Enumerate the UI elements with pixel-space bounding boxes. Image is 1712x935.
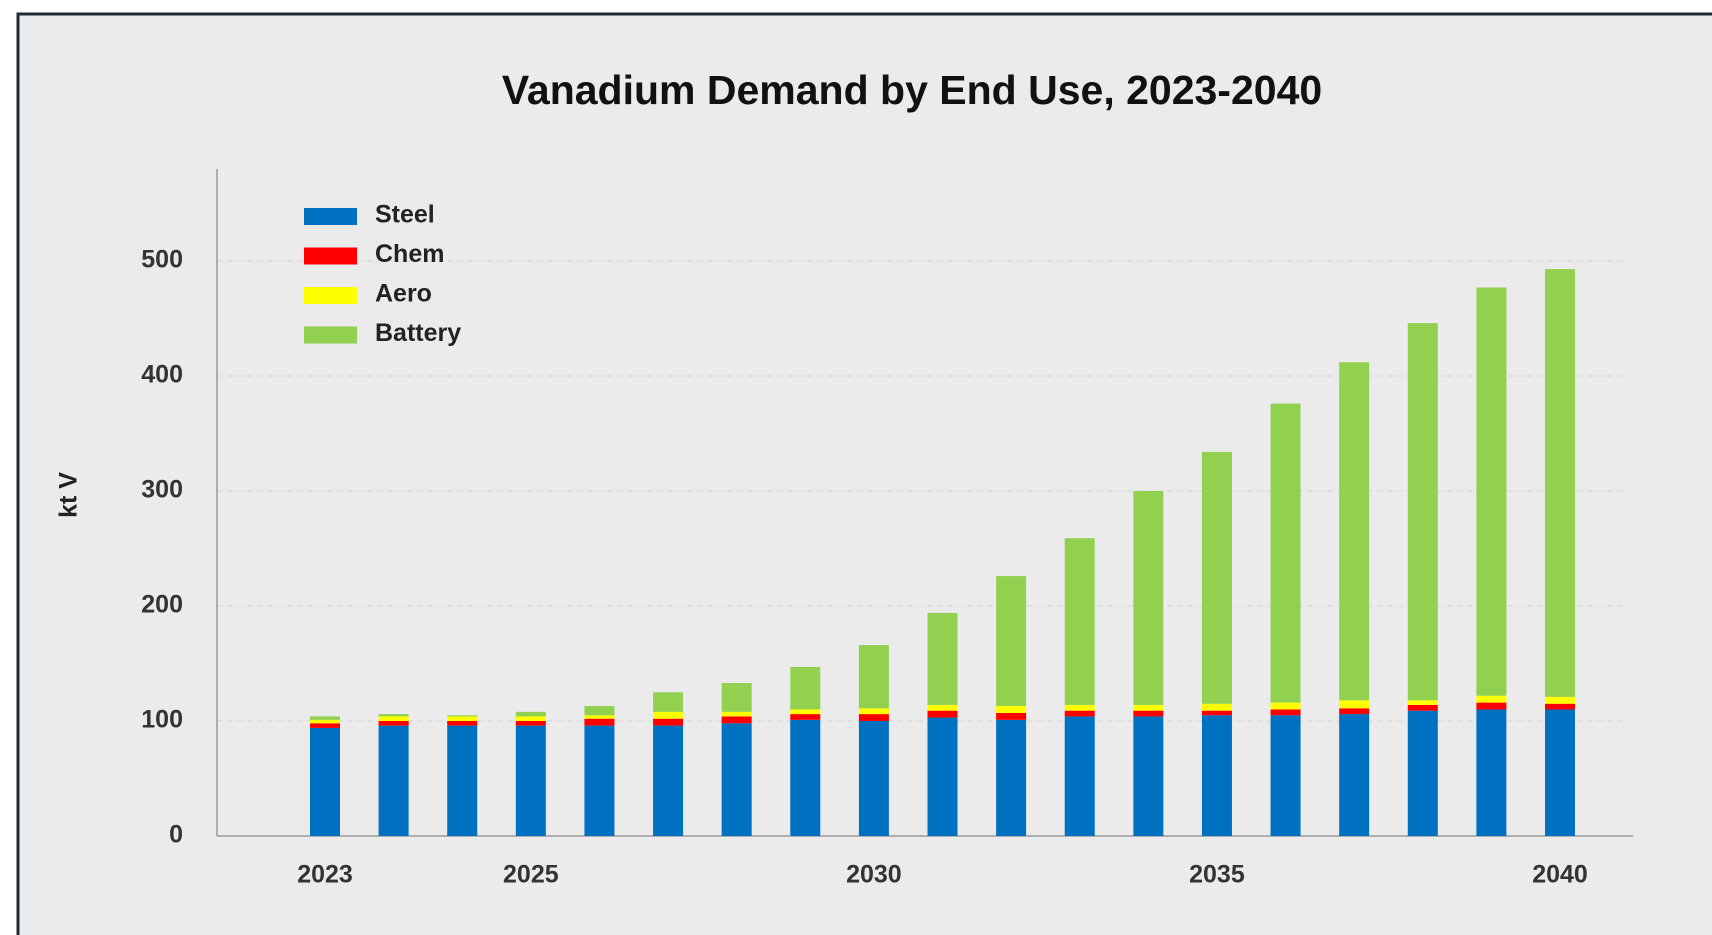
bar-segment: [1339, 362, 1370, 701]
bar-segment: [1476, 702, 1507, 710]
bar-segment: [1339, 708, 1370, 715]
bar-segment: [1133, 716, 1164, 836]
bar-segment: [310, 723, 340, 728]
bar-segment: [1339, 714, 1370, 836]
chart-title: Vanadium Demand by End Use, 2023-2040: [502, 67, 1322, 113]
bar-segment: [927, 710, 958, 718]
bar-segment: [1133, 491, 1164, 705]
bar-segment: [996, 576, 1027, 707]
bar-segment: [1476, 695, 1507, 703]
bar-segment: [790, 709, 821, 715]
bar-segment: [310, 716, 340, 720]
bar-segment: [1545, 703, 1575, 710]
bar-segment: [447, 721, 478, 726]
bar-segment: [1270, 715, 1301, 836]
bar-segment: [996, 719, 1027, 836]
bar-segment: [310, 719, 340, 724]
bar-segment: [790, 719, 821, 836]
bar-segment: [1201, 451, 1232, 704]
legend-label: Steel: [375, 201, 435, 229]
bar-segment: [1407, 323, 1438, 701]
legend-swatch: [304, 247, 357, 265]
bar-segment: [927, 717, 958, 836]
bar-segment: [1270, 709, 1301, 716]
bar-segment: [1407, 704, 1438, 711]
bar-segment: [310, 727, 340, 836]
bar-segment: [996, 712, 1027, 720]
bar-segment: [447, 725, 478, 836]
bar-segment: [1407, 700, 1438, 705]
bar-segment: [584, 718, 615, 726]
bar-segment: [515, 711, 546, 717]
bar-segment: [515, 721, 546, 726]
legend-label: Aero: [375, 280, 432, 308]
bar-segment: [1270, 403, 1301, 703]
bar-segment: [1133, 704, 1164, 711]
bar-segment: [515, 716, 546, 721]
bar-segment: [447, 715, 478, 717]
bar-segment: [584, 725, 615, 836]
x-tick-label: 2035: [1189, 861, 1245, 889]
bar-segment: [858, 721, 889, 836]
y-tick-label: 200: [141, 591, 183, 619]
bar-segment: [515, 725, 546, 836]
legend-label: Chem: [375, 240, 444, 268]
bar-segment: [1064, 710, 1095, 717]
bar-segment: [927, 612, 958, 705]
bar-segment: [790, 666, 821, 710]
bar-segment: [1064, 538, 1095, 705]
y-tick-label: 300: [141, 476, 183, 504]
y-tick-label: 400: [141, 361, 183, 389]
x-tick-label: 2030: [846, 861, 902, 889]
bar-segment: [858, 645, 889, 709]
bar-segment: [1133, 710, 1164, 717]
bar-segment: [378, 716, 409, 721]
bar-segment: [653, 711, 684, 719]
bar-segment: [858, 708, 889, 715]
legend-label: Battery: [375, 319, 461, 347]
bar-segment: [584, 715, 615, 719]
y-axis-label: kt V: [55, 472, 83, 518]
bar-segment: [858, 714, 889, 721]
bar-segment: [721, 711, 752, 717]
bar-segment: [378, 721, 409, 726]
x-tick-label: 2025: [503, 861, 559, 889]
bar-segment: [996, 706, 1027, 713]
bar-segment: [584, 706, 615, 716]
bar-segment: [1201, 703, 1232, 711]
bar-segment: [721, 723, 752, 836]
bar-segment: [721, 683, 752, 712]
y-tick-label: 0: [169, 821, 183, 849]
bar-segment: [1064, 704, 1095, 711]
bar-segment: [653, 725, 684, 836]
bar-segment: [1545, 696, 1575, 704]
bar-segment: [653, 692, 684, 712]
x-tick-label: 2040: [1532, 861, 1588, 889]
bar-segment: [1476, 287, 1507, 696]
bar-segment: [447, 716, 478, 721]
y-tick-label: 500: [141, 246, 183, 274]
legend-swatch: [304, 326, 357, 344]
bar-segment: [1545, 709, 1575, 836]
bar-segment: [1064, 716, 1095, 836]
bar-segment: [1201, 715, 1232, 836]
bar-segment: [1545, 269, 1575, 697]
bar-segment: [1407, 710, 1438, 836]
bar-segment: [1339, 700, 1370, 709]
bar-segment: [1476, 709, 1507, 836]
x-tick-label: 2023: [297, 861, 353, 889]
legend-swatch: [304, 287, 357, 304]
bar-segment: [378, 725, 409, 836]
bar-segment: [721, 716, 752, 724]
bar-segment: [790, 714, 821, 720]
bar-segment: [1270, 702, 1301, 710]
bar-segment: [378, 714, 409, 717]
legend-swatch: [304, 208, 357, 225]
y-tick-label: 100: [141, 706, 183, 734]
bar-segment: [653, 718, 684, 726]
bar-segment: [927, 704, 958, 711]
bar-segment: [1201, 710, 1232, 716]
